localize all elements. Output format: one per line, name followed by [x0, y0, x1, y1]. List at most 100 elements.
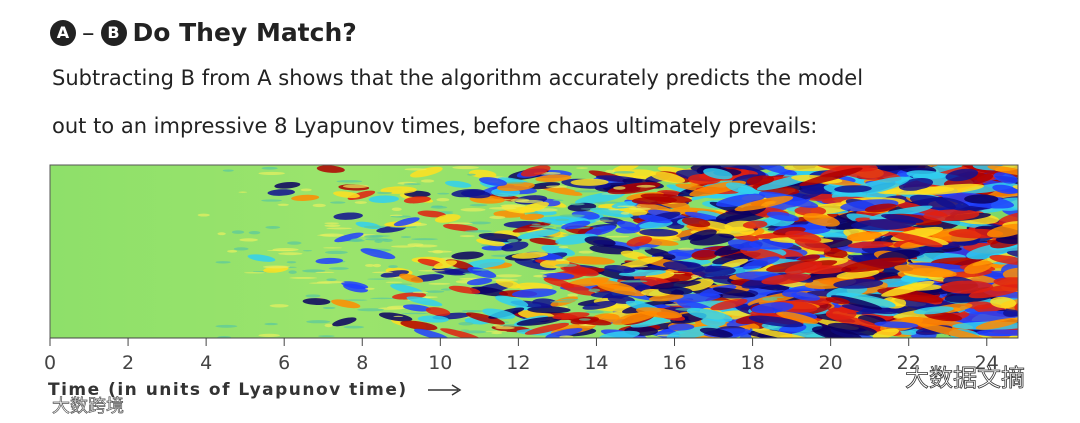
texture-streak [531, 223, 541, 225]
texture-streak [404, 168, 427, 171]
texture-blob [302, 298, 331, 305]
texture-blob [598, 330, 640, 338]
badge: B [100, 19, 127, 46]
texture-blob [776, 311, 819, 324]
texture-streak [370, 297, 397, 300]
texture-blob [846, 231, 882, 242]
texture-streak [608, 208, 620, 211]
texture-blob [543, 277, 575, 288]
texture-streak [389, 214, 403, 217]
texture-blob [881, 213, 924, 224]
texture-blob [961, 181, 1018, 194]
texture-streak [244, 272, 266, 274]
texture-streak [628, 207, 651, 211]
texture-blob [638, 214, 672, 224]
texture-blob [881, 280, 935, 297]
texture-streak [580, 208, 609, 210]
texture-streak [762, 297, 778, 301]
x-tick-label: 22 [897, 352, 921, 374]
texture-streak [350, 238, 363, 242]
dash: – [82, 18, 95, 47]
texture-blob [681, 217, 711, 228]
texture-streak [269, 304, 289, 308]
watermark: 大数据文摘 [905, 364, 1025, 392]
texture-streak [302, 250, 313, 252]
texture-blob [616, 220, 641, 231]
badge: A [50, 19, 76, 46]
texture-streak [437, 192, 450, 195]
texture-blob [545, 328, 583, 338]
texture-blob [466, 278, 493, 286]
texture-streak [491, 331, 503, 335]
texture-blob [413, 328, 449, 338]
texture-streak [322, 306, 336, 310]
texture-streak [570, 202, 585, 206]
texture-streak [452, 166, 479, 170]
texture-blob [552, 312, 590, 320]
texture-streak [217, 232, 226, 236]
texture-streak [316, 281, 345, 284]
texture-blob [715, 193, 766, 207]
texture-streak [605, 169, 616, 173]
texture-streak [432, 250, 444, 254]
texture-streak [559, 214, 585, 218]
texture-streak [448, 222, 473, 225]
texture-blob [417, 315, 449, 323]
texture-streak [549, 301, 576, 303]
texture-streak [369, 235, 391, 237]
texture-streak [258, 333, 280, 338]
texture-streak [403, 183, 421, 186]
texture-streak [555, 258, 566, 262]
texture-blob [725, 182, 757, 195]
x-tick-label: 18 [740, 352, 764, 374]
texture-blob [761, 273, 812, 285]
texture-blob [734, 196, 794, 212]
texture-blob [752, 328, 813, 338]
texture-streak [558, 245, 569, 249]
texture-blob [993, 172, 1018, 184]
x-tick-label: 6 [278, 352, 290, 374]
texture-blob [986, 223, 1018, 238]
texture-blob [433, 260, 458, 270]
texture-streak [306, 320, 331, 324]
texture-blob [448, 285, 481, 294]
texture-blob [975, 317, 1018, 330]
texture-blob [343, 283, 369, 293]
texture-streak [365, 263, 375, 267]
texture-blob [976, 329, 1018, 336]
texture-blob [334, 232, 364, 243]
texture-streak [619, 280, 648, 283]
texture-blob [945, 168, 979, 182]
texture-blob [943, 173, 994, 188]
texture-streak [491, 278, 519, 282]
texture-blob [360, 248, 396, 260]
texture-blob [964, 260, 993, 274]
texture-blob [727, 239, 761, 251]
texture-blob [746, 175, 775, 186]
texture-streak [588, 288, 601, 292]
texture-blob [689, 233, 735, 246]
texture-streak [533, 274, 547, 278]
texture-streak [421, 296, 438, 299]
texture-blob [468, 169, 497, 179]
texture-blob [825, 313, 885, 332]
texture-streak [690, 274, 700, 279]
texture-streak [302, 269, 326, 273]
texture-streak [507, 238, 519, 243]
texture-streak [420, 179, 435, 183]
texture-streak [324, 224, 341, 228]
texture-blob [519, 213, 545, 221]
watermark: 大数跨境 [52, 396, 124, 417]
texture-blob [584, 236, 616, 247]
texture-streak [305, 294, 321, 298]
x-tick-label: 12 [506, 352, 530, 374]
texture-blob [566, 256, 615, 265]
texture-streak [336, 180, 363, 183]
texture-streak [488, 207, 517, 210]
texture-blob [520, 165, 551, 177]
texture-streak [377, 307, 403, 310]
texture-streak [328, 267, 349, 270]
texture-streak [318, 335, 335, 338]
texture-blob [851, 218, 917, 231]
